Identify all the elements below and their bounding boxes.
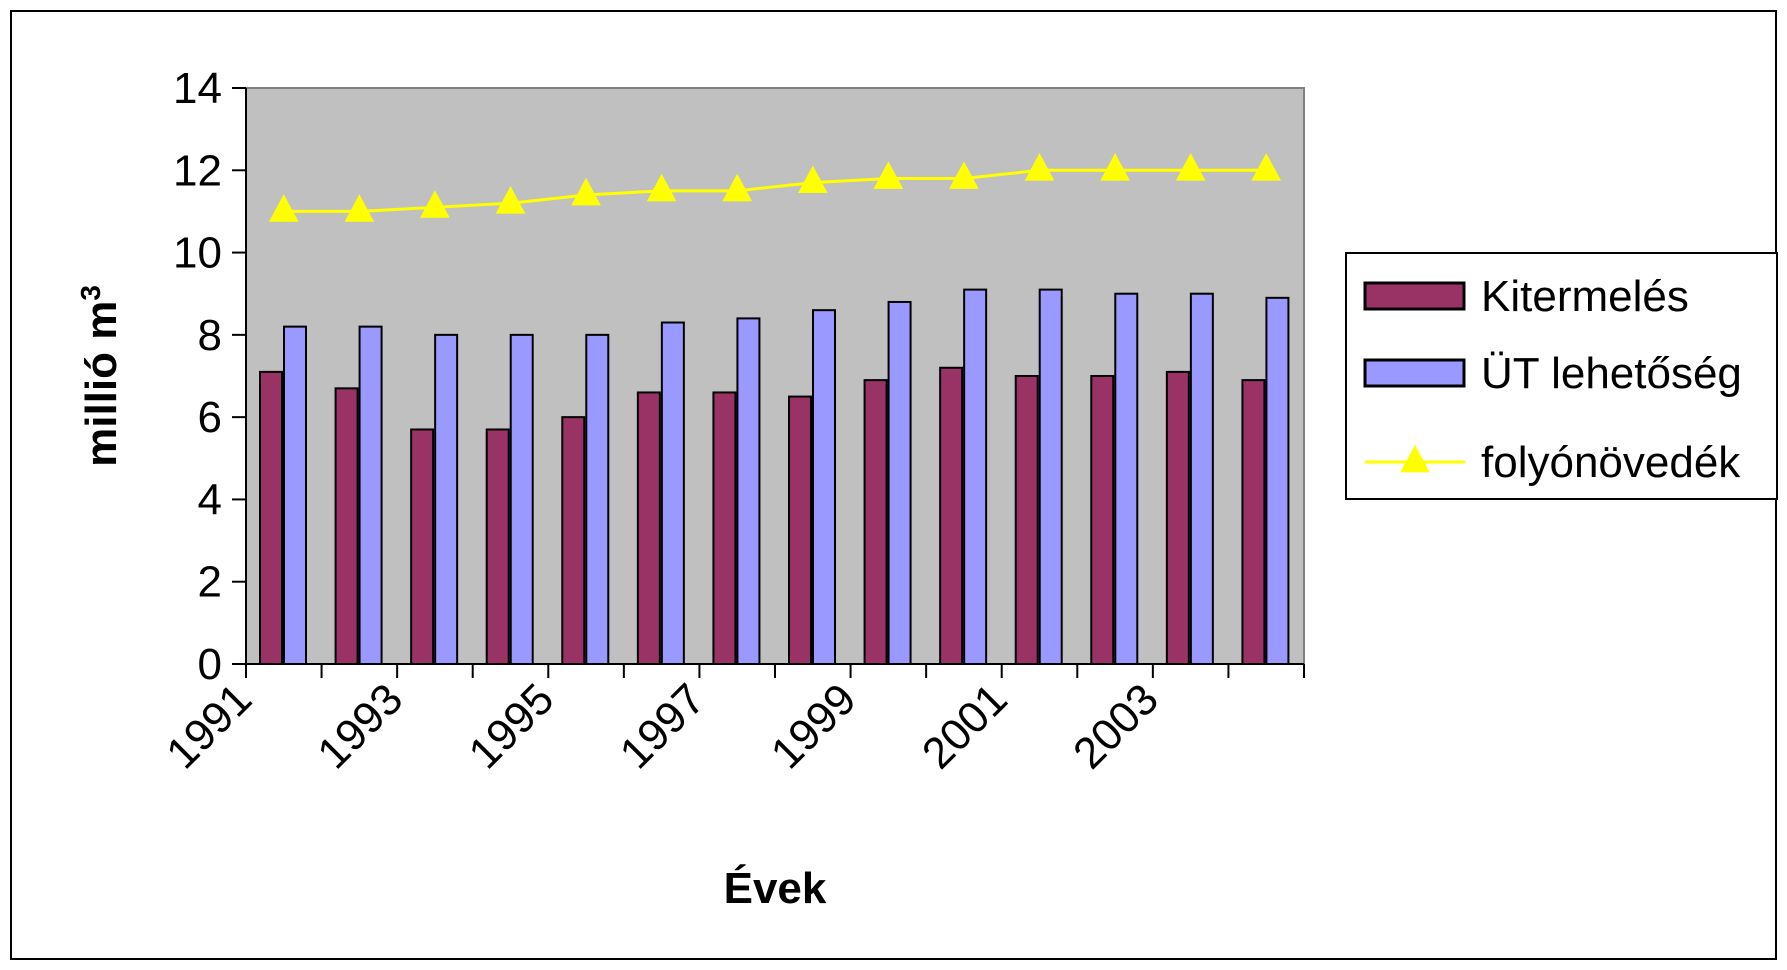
marker-folyonovedek (420, 190, 450, 218)
bar-kitermeles (1014, 375, 1039, 665)
bar-ut-lehetoseg (1265, 296, 1290, 665)
y-tick-label: 12 (173, 146, 222, 195)
marker-folyonovedek (1100, 153, 1130, 181)
x-axis-title: Évek (724, 863, 827, 913)
marker-folyonovedek (1251, 153, 1282, 181)
bar-kitermeles (1165, 370, 1190, 665)
marker-folyonovedek (1024, 153, 1055, 181)
bar-ut-lehetoseg (358, 325, 383, 665)
y-axis-title-text: millió m (77, 301, 126, 467)
bar-ut-lehetoseg (660, 321, 685, 665)
line-folyonovedek (283, 168, 1267, 213)
bar-kitermeles (561, 416, 586, 665)
legend-marker-swatch (1400, 444, 1430, 473)
bar-ut-lehetoseg (812, 309, 836, 665)
plot-area (245, 87, 1305, 665)
marker-folyonovedek (1175, 153, 1206, 181)
bar-ut-lehetoseg (1189, 292, 1214, 665)
y-tick-label: 8 (198, 311, 222, 360)
bar-kitermeles (334, 387, 359, 665)
marker-folyonovedek (571, 177, 601, 206)
line-series (268, 153, 1282, 222)
bar-ut-lehetoseg (434, 333, 459, 665)
y-tick-label: 4 (198, 475, 222, 524)
bar-ut-lehetoseg (283, 325, 307, 665)
bars (259, 288, 1290, 665)
marker-folyonovedek (344, 194, 375, 222)
bar-kitermeles (636, 391, 661, 665)
y-axis-title: millió m3 (75, 285, 126, 467)
legend-label: folyónövedék (1481, 438, 1741, 487)
bar-ut-lehetoseg (963, 288, 988, 665)
y-tick-label: 0 (198, 640, 222, 689)
bar-kitermeles (712, 391, 737, 665)
bar-kitermeles (259, 370, 283, 665)
bar-kitermeles (863, 379, 888, 665)
y-tick-label: 14 (173, 64, 222, 113)
marker-folyonovedek (495, 186, 526, 214)
bar-ut-lehetoseg (887, 300, 912, 665)
legend-swatch (1363, 358, 1466, 388)
bar-ut-lehetoseg (509, 333, 534, 665)
y-axis-title-superscript: 3 (75, 285, 106, 301)
marker-folyonovedek (949, 161, 979, 189)
marker-folyonovedek (268, 194, 299, 222)
marker-folyonovedek (722, 173, 753, 202)
bar-kitermeles (485, 428, 510, 665)
bar-ut-lehetoseg (1038, 288, 1063, 665)
marker-folyonovedek (873, 161, 904, 189)
bar-ut-lehetoseg (736, 317, 761, 665)
marker-folyonovedek (646, 173, 677, 202)
bar-kitermeles (788, 395, 812, 665)
y-axis: 0 2 4 6 8 10 12 14 (173, 64, 247, 689)
y-tick-label: 2 (198, 558, 222, 607)
legend-label: Kitermelés (1481, 272, 1689, 321)
bar-kitermeles (1090, 375, 1115, 665)
y-tick-label: 10 (173, 229, 222, 278)
marker-folyonovedek (797, 165, 828, 194)
legend: Kitermelés ÜT lehetőség folyónövedék (1345, 252, 1778, 500)
bar-kitermeles (939, 366, 964, 665)
bar-kitermeles (1241, 379, 1266, 665)
y-tick-label: 6 (198, 393, 222, 442)
legend-swatch (1363, 281, 1466, 311)
bar-ut-lehetoseg (585, 333, 610, 665)
bar-ut-lehetoseg (1114, 292, 1139, 665)
bar-kitermeles (410, 428, 435, 665)
legend-label: ÜT lehetőség (1481, 349, 1742, 398)
